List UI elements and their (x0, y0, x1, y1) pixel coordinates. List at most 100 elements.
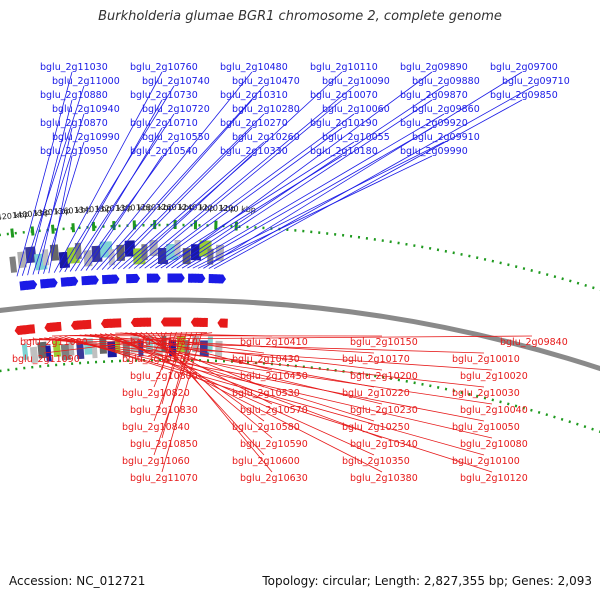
reverse-gene-label: bglu_2g10120 (460, 473, 528, 484)
homology-block (49, 244, 60, 261)
reverse-gene-arrow (84, 319, 92, 330)
reverse-gene-label: bglu_2g10840 (122, 422, 190, 433)
forward-gene-label: bglu_2g10310 (220, 90, 288, 101)
accession-label: Accession: NC_012721 (9, 574, 146, 588)
forward-gene-label: bglu_2g10270 (220, 118, 288, 129)
forward-gene-arrow (153, 273, 161, 283)
reverse-gene-label: bglu_2g10850 (130, 439, 198, 450)
forward-gene-label: bglu_2g10055 (322, 132, 390, 143)
forward-leader-line (187, 127, 433, 269)
forward-leader-line (203, 71, 523, 269)
reverse-gene-label: bglu_2g10770 (122, 354, 190, 365)
forward-gene-arrow (132, 273, 141, 283)
forward-leader-line (165, 71, 433, 269)
forward-gene-label: bglu_2g10950 (40, 146, 108, 157)
scale-label: 1400 kbp (12, 208, 50, 221)
forward-gene-label: bglu_2g09880 (412, 76, 480, 87)
forward-gene-arrow (112, 274, 120, 284)
reverse-leader-line (59, 336, 485, 456)
forward-leader-line (37, 127, 73, 275)
forward-leader-line (176, 99, 433, 269)
forward-leader-line (133, 85, 355, 269)
forward-gene-label: bglu_2g10330 (220, 146, 288, 157)
homology-block (9, 256, 18, 273)
reverse-gene-label: bglu_2g10050 (452, 422, 520, 433)
reverse-gene-label: bglu_2g10170 (342, 354, 410, 365)
reverse-gene-label: bglu_2g10020 (460, 371, 528, 382)
reverse-leader-line (49, 337, 485, 422)
forward-leader-line (91, 71, 253, 271)
homology-block (58, 251, 70, 269)
homology-block (45, 345, 52, 362)
reverse-gene-label: bglu_2g10430 (232, 354, 300, 365)
scale-label: 1340 kbp (74, 204, 112, 215)
homology-block (52, 340, 62, 358)
forward-gene-label: bglu_2g10280 (232, 104, 300, 115)
forward-leader-line (96, 85, 265, 271)
scale-label: 1360 kbp (53, 205, 91, 216)
reverse-gene-label: bglu_2g10250 (342, 422, 410, 433)
reverse-leader-line (110, 332, 383, 473)
forward-gene-label: bglu_2g09890 (400, 62, 468, 73)
reverse-leader-line (44, 337, 493, 405)
reverse-gene-label: bglu_2g10080 (460, 439, 528, 450)
forward-leader-line (27, 99, 73, 276)
forward-gene-label: bglu_2g11000 (52, 76, 120, 87)
forward-leader-line (192, 141, 445, 269)
forward-gene-label: bglu_2g09860 (412, 104, 480, 115)
reverse-gene-label: bglu_2g09840 (500, 337, 568, 348)
reverse-leader-line (64, 335, 493, 473)
reverse-gene-label: bglu_2g10530 (232, 388, 300, 399)
forward-gene-label: bglu_2g09990 (400, 146, 468, 157)
reverse-gene-label: bglu_2g10340 (350, 439, 418, 450)
scale-label: 1280 kbp (136, 203, 174, 212)
forward-gene-label: bglu_2g09850 (490, 90, 558, 101)
reverse-leader-line (135, 332, 273, 405)
reverse-gene-label: bglu_2g10800 (130, 371, 198, 382)
homology-block (60, 343, 72, 361)
reverse-leader-line (153, 331, 177, 388)
reverse-leader-line (153, 332, 198, 456)
forward-leader-line (171, 85, 445, 269)
reverse-leader-line (39, 337, 485, 388)
map-title: Burkholderia glumae BGR1 chromosome 2, c… (98, 9, 502, 24)
forward-leader-line (144, 113, 355, 269)
homology-block (37, 341, 48, 359)
reverse-gene-label: bglu_2g10820 (122, 388, 190, 399)
forward-leader-line (69, 113, 175, 272)
reverse-gene-arrow (54, 321, 62, 332)
forward-leader-line (16, 71, 73, 277)
forward-gene-arrow (29, 280, 38, 290)
reverse-gene-arrow (27, 324, 36, 334)
reverse-gene-label: bglu_2g10150 (350, 337, 418, 348)
forward-gene-label: bglu_2g10260 (232, 132, 300, 143)
forward-leader-line (112, 127, 253, 270)
gene-leader-lines (16, 71, 535, 473)
homology-block (74, 242, 82, 260)
homology-block (17, 251, 27, 269)
homology-block (76, 342, 85, 360)
backbone-arc (0, 297, 600, 372)
forward-leader-line (155, 141, 355, 269)
forward-gene-arrow (218, 274, 226, 284)
forward-gene-label: bglu_2g09870 (400, 90, 468, 101)
reverse-leader-line (161, 332, 203, 473)
reverse-leader-line (43, 332, 213, 354)
forward-gene-arrow (177, 273, 185, 283)
forward-leader-line (59, 85, 175, 273)
reverse-gene-label: bglu_2g10220 (342, 388, 410, 399)
homology-block (21, 343, 29, 361)
forward-gene-label: bglu_2g10070 (310, 90, 378, 101)
reverse-leader-line (99, 333, 383, 439)
forward-gene-arrow (91, 275, 99, 285)
forward-leader-line (213, 99, 523, 270)
reverse-gene-label: bglu_2g10410 (240, 337, 308, 348)
reverse-gene-arrow (220, 318, 228, 328)
reverse-gene-label: bglu_2g10230 (350, 405, 418, 416)
forward-gene-label: bglu_2g09920 (400, 118, 468, 129)
scale-label: 1240 kbp (177, 203, 215, 213)
reverse-leader-line (33, 338, 493, 371)
forward-gene-label: bglu_2g10090 (322, 76, 390, 87)
